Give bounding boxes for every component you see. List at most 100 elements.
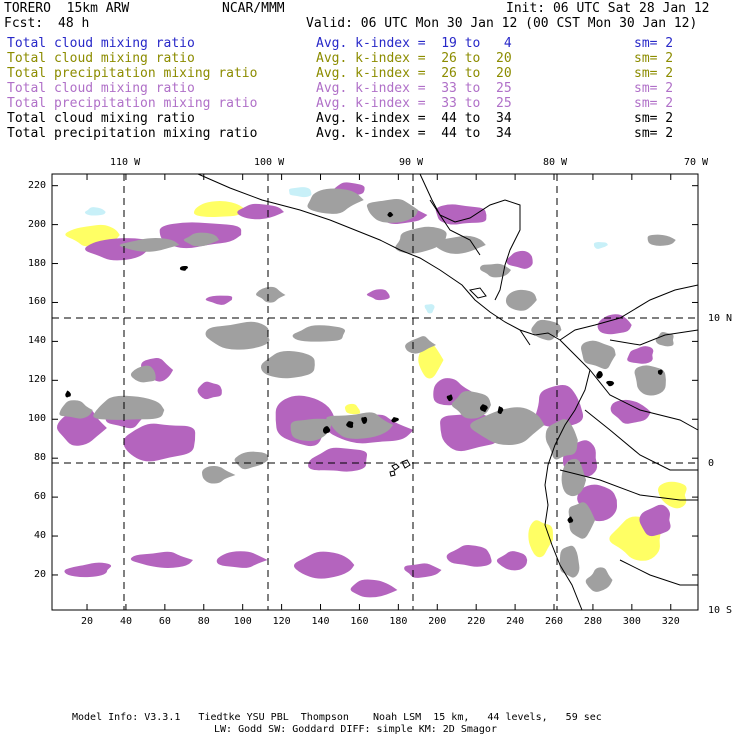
cloud-dark-core	[346, 421, 354, 428]
legend-smoothing: sm= 2	[634, 51, 674, 66]
cloud-gray-area	[559, 545, 580, 578]
cloud-purple-area	[404, 563, 442, 578]
cloud-dark-core	[361, 416, 368, 424]
legend-kindex: Avg. k-index = 26 to 20	[316, 51, 512, 66]
cloud-purple-area	[610, 399, 651, 424]
latitude-label: 10 S	[708, 605, 733, 616]
cloud-purple-area	[205, 295, 233, 305]
coastline	[468, 287, 487, 299]
cloud-purple-area	[216, 551, 268, 568]
cloud-gray-area	[130, 365, 156, 383]
cloud-dark-core	[446, 394, 453, 402]
longitude-label: 80 W	[543, 157, 568, 168]
longitude-label: 70 W	[684, 157, 709, 168]
cloud-purple-area	[197, 381, 222, 400]
cloud-purple-area	[308, 447, 368, 472]
cloud-cyan-area	[84, 207, 106, 216]
y-tick-label: 220	[28, 179, 47, 191]
legend-kindex: Avg. k-index = 44 to 34	[316, 126, 512, 141]
legend-smoothing: sm= 2	[634, 36, 674, 51]
cloud-purple-area	[506, 250, 533, 269]
cloud-gray-area	[505, 289, 537, 311]
cloud-dark-core	[606, 380, 615, 387]
y-tick-label: 180	[28, 257, 47, 269]
cloud-purple-area	[435, 204, 487, 225]
cloud-purple-area	[237, 203, 284, 220]
cloud-purple-area	[597, 314, 632, 335]
x-tick-label: 260	[545, 616, 564, 627]
legend-kindex: Avg. k-index = 33 to 25	[316, 81, 512, 96]
cloud-purple-area	[350, 579, 398, 598]
lat-lon-grid	[52, 174, 698, 610]
model-title: TORERO 15km ARW	[4, 1, 130, 16]
cloud-fields	[56, 182, 687, 598]
y-tick-label: 120	[28, 374, 47, 386]
cloud-yellow-area	[344, 403, 361, 415]
cloud-gray-area	[366, 199, 419, 223]
cloud-gray-area	[395, 226, 447, 254]
coastlines	[197, 173, 699, 611]
cloud-gray-area	[435, 235, 486, 254]
forecast-hours: 48 h	[58, 16, 90, 31]
longitude-label: 100 W	[254, 157, 285, 168]
cloud-dark-core	[567, 516, 574, 524]
latitude-label: 10 N	[708, 313, 733, 324]
x-tick-label: 280	[583, 616, 602, 627]
legend-kindex: Avg. k-index = 19 to 4	[316, 36, 512, 51]
cloud-gray-area	[561, 458, 587, 497]
x-tick-label: 40	[119, 616, 132, 627]
cloud-gray-area	[307, 188, 364, 214]
y-tick-label: 140	[28, 335, 47, 347]
cloud-dark-core	[65, 390, 71, 398]
coastline	[584, 409, 698, 471]
cloud-gray-area	[647, 234, 676, 246]
x-tick-label: 320	[661, 616, 680, 627]
cloud-yellow-area	[193, 201, 246, 218]
cloud-gray-area	[256, 286, 286, 303]
cloud-gray-area	[261, 350, 315, 379]
y-tick-label: 160	[28, 296, 47, 308]
legend-field: Total precipitation mixing ratio	[7, 66, 258, 81]
coastline	[609, 329, 699, 346]
x-tick-label: 100	[233, 616, 252, 627]
model-info-line1: Model Info: V3.3.1 Tiedtke YSU PBL Thomp…	[72, 712, 602, 723]
cloud-dark-core	[387, 212, 394, 218]
legend-smoothing: sm= 2	[634, 111, 674, 126]
cloud-dark-core	[322, 426, 331, 434]
cloud-gray-area	[480, 263, 511, 278]
cloud-gray-area	[568, 502, 596, 539]
y-tick-label: 80	[34, 452, 47, 464]
cloud-gray-area	[202, 465, 236, 484]
coastline	[619, 559, 698, 586]
x-tick-label: 180	[389, 616, 408, 627]
cloud-purple-area	[496, 551, 528, 571]
cloud-gray-area	[290, 418, 332, 442]
longitude-label: 90 W	[399, 157, 424, 168]
cloud-dark-core	[657, 369, 663, 375]
cloud-gray-area	[531, 319, 562, 341]
legend-field: Total precipitation mixing ratio	[7, 96, 258, 111]
cloud-gray-area	[326, 412, 394, 439]
x-tick-label: 160	[350, 616, 369, 627]
x-tick-label: 120	[272, 616, 291, 627]
cloud-gray-area	[451, 390, 491, 419]
cloud-dark-core	[179, 266, 188, 271]
legend-smoothing: sm= 2	[634, 126, 674, 141]
legend-smoothing: sm= 2	[634, 66, 674, 81]
forecast-label: Fcst:	[4, 16, 44, 31]
legend-field: Total cloud mixing ratio	[7, 81, 195, 96]
coastline	[401, 459, 411, 469]
y-tick-label: 100	[28, 413, 47, 425]
cloud-gray-area	[405, 336, 436, 354]
map-frame	[51, 173, 699, 611]
legend-kindex: Avg. k-index = 26 to 20	[316, 66, 512, 81]
legend-kindex: Avg. k-index = 33 to 25	[316, 96, 512, 111]
valid-time: Valid: 06 UTC Mon 30 Jan 12 (00 CST Mon …	[306, 16, 698, 31]
cloud-gray-area	[93, 395, 165, 420]
x-tick-label: 300	[622, 616, 641, 627]
longitude-label: 110 W	[110, 157, 141, 168]
cloud-purple-area	[64, 562, 112, 578]
cloud-cyan-area	[288, 187, 312, 198]
cloud-purple-area	[639, 504, 671, 537]
cloud-gray-area	[119, 238, 180, 252]
